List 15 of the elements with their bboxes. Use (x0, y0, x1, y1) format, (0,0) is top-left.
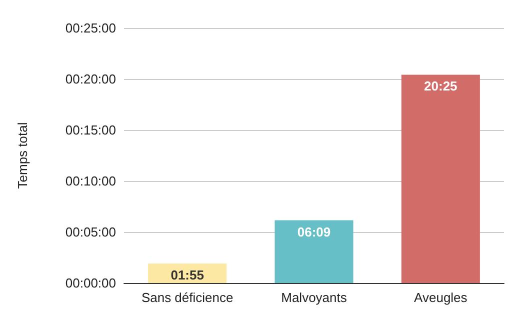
y-tick-label: 00:05:00 (65, 224, 116, 240)
y-tick-label: 00:10:00 (65, 174, 116, 188)
bar (401, 74, 480, 283)
y-tick-label: 00:15:00 (65, 122, 116, 138)
y-axis-title: Temps total (15, 122, 30, 189)
x-tick-label: Aveugles (414, 290, 468, 305)
y-tick-label: 00:20:00 (65, 72, 116, 86)
data-label: 06:09 (297, 224, 331, 240)
data-label: 01:55 (170, 267, 204, 282)
data-label: 20:25 (424, 78, 458, 94)
y-tick-label: 00:00:00 (65, 276, 116, 290)
x-tick-label: Sans déficience (141, 290, 234, 305)
x-tick-label: Malvoyants (281, 290, 348, 305)
bar (274, 220, 354, 283)
y-tick-label: 00:25:00 (65, 20, 116, 36)
